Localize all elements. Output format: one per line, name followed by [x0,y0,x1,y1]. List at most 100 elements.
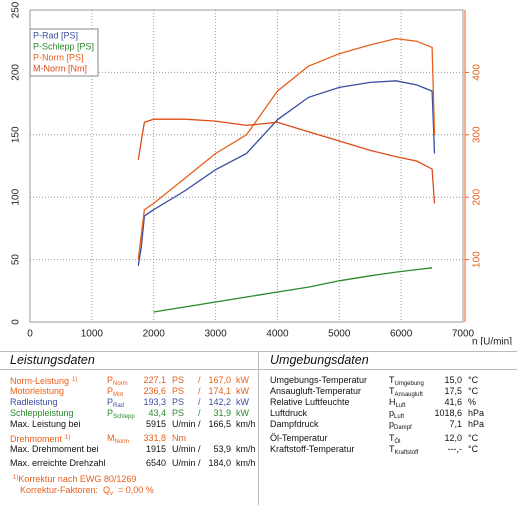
series-line [137,80,436,266]
unit: °C [468,386,479,396]
separator: / [198,408,201,418]
unit: U/min [172,444,196,454]
row-label-text: Ansaugluft-Temperatur [270,386,362,396]
symbol-main: T [389,444,395,454]
row-label: Luftdruck [270,408,307,419]
legend-box [29,28,99,77]
x-tick-label: 5000 [328,329,351,340]
separator: / [198,397,201,407]
unit: PS [172,408,185,418]
unit: km/h [236,419,256,429]
value: 142,2 [208,397,231,407]
symbol-main: T [389,386,395,396]
value: 7,1 [449,419,462,429]
value: 167,0 [208,375,231,385]
symbol-main: M [107,433,115,443]
symbol-sub: v [110,491,114,497]
row-label: Drehmoment 1) [10,433,70,445]
legend-label: P-Schlepp [PS] [33,41,94,51]
series-line [137,37,436,260]
symbol-sub: Dampf [394,425,412,431]
symbol-sub: Luft [395,403,406,409]
y2-tick-label: 400 [472,64,483,81]
separator: / [198,444,201,454]
y2-tick-label: 100 [472,251,483,268]
symbol-sub: Schlepp [113,414,135,420]
value: 5915 [145,419,166,429]
row-label-text: Umgebungs-Temperatur [270,375,368,385]
legend-label: P-Norm [PS] [33,52,84,62]
row-label: Umgebungs-Temperatur [270,375,367,386]
symbol: pLuft [389,408,404,423]
y2-tick-label: 200 [472,188,483,205]
chart: 0 1000 2000 3000 4000 5000 6000 7000 0 50 100 150 20… [11,1,513,345]
separator: / [198,458,201,468]
value: 43,4 [148,408,166,418]
unit: kW [236,375,249,385]
x-tick-label: 4000 [266,329,289,340]
symbol-sub: Kraftstoff [394,450,419,456]
row-label: Radleistung [10,397,58,408]
y-tick-label: 200 [11,64,22,81]
section-title: Umgebungsdaten [270,353,369,367]
symbol-main: P [107,386,114,396]
row-label: Öl-Temperatur [270,433,328,444]
unit: PS [172,386,185,396]
symbol-main: p [389,419,395,429]
y-tick-label: 50 [11,254,22,266]
value: 236,6 [143,386,166,396]
unit: °C [468,444,479,454]
value: 15,0 [444,375,462,385]
value: 331,8 [143,433,166,443]
value: 174,1 [208,386,231,396]
section-title: Leistungsdaten [10,353,95,367]
symbol: PNorm [107,375,128,390]
x-tick-label: 6000 [390,329,413,340]
unit: PS [172,397,185,407]
unit: °C [468,433,479,443]
symbol: PRad [107,397,124,412]
symbol-main: P [107,375,114,385]
symbol-main: P [107,397,114,407]
symbol-main: p [389,408,395,418]
row-label: Max. Drehmoment bei [10,444,99,455]
footnote-text: Korrektur nach EWG 80/1269 [18,474,137,484]
footnote-value: = 0,00 % [118,485,154,495]
value: 12,0 [444,433,462,443]
symbol-sub: Rad [113,403,125,409]
y-tick-label: 250 [11,1,22,18]
footnote-mark: 1) [72,377,78,383]
row-label: Relative Luftfeuchte [270,397,350,408]
symbol: TÖl [389,433,401,448]
symbol-sub: Umgebung [394,381,424,387]
row-label: Norm-Leistung 1) [10,375,77,387]
row-label-text: Relative Luftfeuchte [270,397,350,407]
x-tick-label: 3000 [204,329,227,340]
unit: % [468,397,477,407]
x-axis-title: n [U/min] [472,337,512,345]
unit: kW [236,408,249,418]
x-tick-label: 1000 [81,329,104,340]
row-label: Max. Leistung bei [10,419,81,430]
symbol: PMot [107,386,123,401]
unit: U/min [172,458,196,468]
row-label-text: Dampfdruck [270,419,319,429]
series-line [153,267,433,313]
footnote-text: Korrektur-Faktoren: [20,485,99,495]
x-tick-label: 2000 [143,329,166,340]
row-label-text: Motorleistung [10,386,65,396]
y2-tick-label: 300 [472,126,483,143]
x-tick-label: 0 [27,329,33,340]
unit: Nm [172,433,186,443]
symbol-sub: Ansaugluft [394,392,423,398]
symbol: HLuft [389,397,406,412]
symbol-sub: Mot [113,392,124,398]
symbol: TAnsaugluft [389,386,423,401]
unit: kW [236,386,249,396]
symbol: Qv [103,485,113,500]
value: 1018,6 [434,408,462,418]
row-label-text: Max. erreichte Drehzahl [10,458,106,468]
unit: hPa [468,408,485,418]
y-tick-label: 100 [11,188,22,205]
legend-label: M-Norm [Nm] [33,63,87,73]
